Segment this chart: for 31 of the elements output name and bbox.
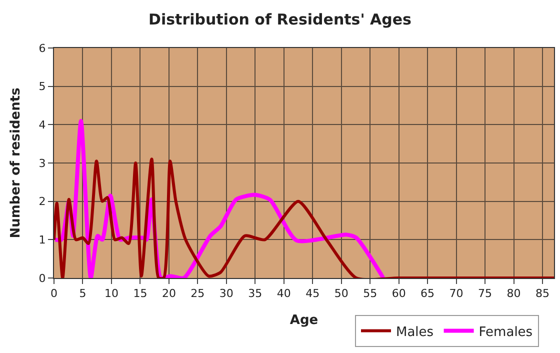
x-tick-label: 25	[190, 287, 205, 300]
y-tick-label: 5	[38, 80, 46, 94]
x-tick-label: 40	[276, 287, 291, 300]
x-tick-label: 30	[219, 287, 234, 300]
y-tick-label: 0	[38, 272, 46, 285]
x-tick-label: 20	[162, 287, 176, 300]
x-tick-label: 85	[536, 287, 550, 300]
legend-label: Females	[478, 324, 533, 340]
y-tick-label: 2	[38, 195, 46, 208]
x-tick-label: 70	[449, 287, 464, 300]
x-tick-label: 10	[104, 287, 118, 300]
y-tick-label: 1	[38, 234, 46, 247]
x-axis-title: Age	[290, 312, 318, 328]
x-tick-label: 45	[306, 287, 320, 300]
x-tick-label: 35	[248, 287, 262, 300]
y-tick-label: 4	[38, 118, 46, 132]
x-tick-label: 50	[334, 287, 348, 300]
x-tick-label: 80	[506, 287, 521, 300]
line-series	[54, 158, 554, 278]
y-axis-title: Number of residents	[8, 87, 24, 238]
x-tick-label: 15	[133, 287, 148, 300]
chart-title: Distribution of Residents' Ages	[148, 10, 412, 29]
y-tick-label: 3	[38, 156, 46, 170]
x-tick-label: 65	[420, 287, 435, 300]
x-tick-label: 75	[478, 287, 492, 300]
legend-label: Males	[396, 324, 434, 340]
x-tick-label: 60	[392, 287, 406, 300]
x-tick-label: 5	[79, 287, 86, 300]
x-tick-label: 55	[363, 287, 378, 300]
y-tick-label: 6	[38, 42, 46, 55]
x-tick-label: 0	[50, 287, 58, 300]
